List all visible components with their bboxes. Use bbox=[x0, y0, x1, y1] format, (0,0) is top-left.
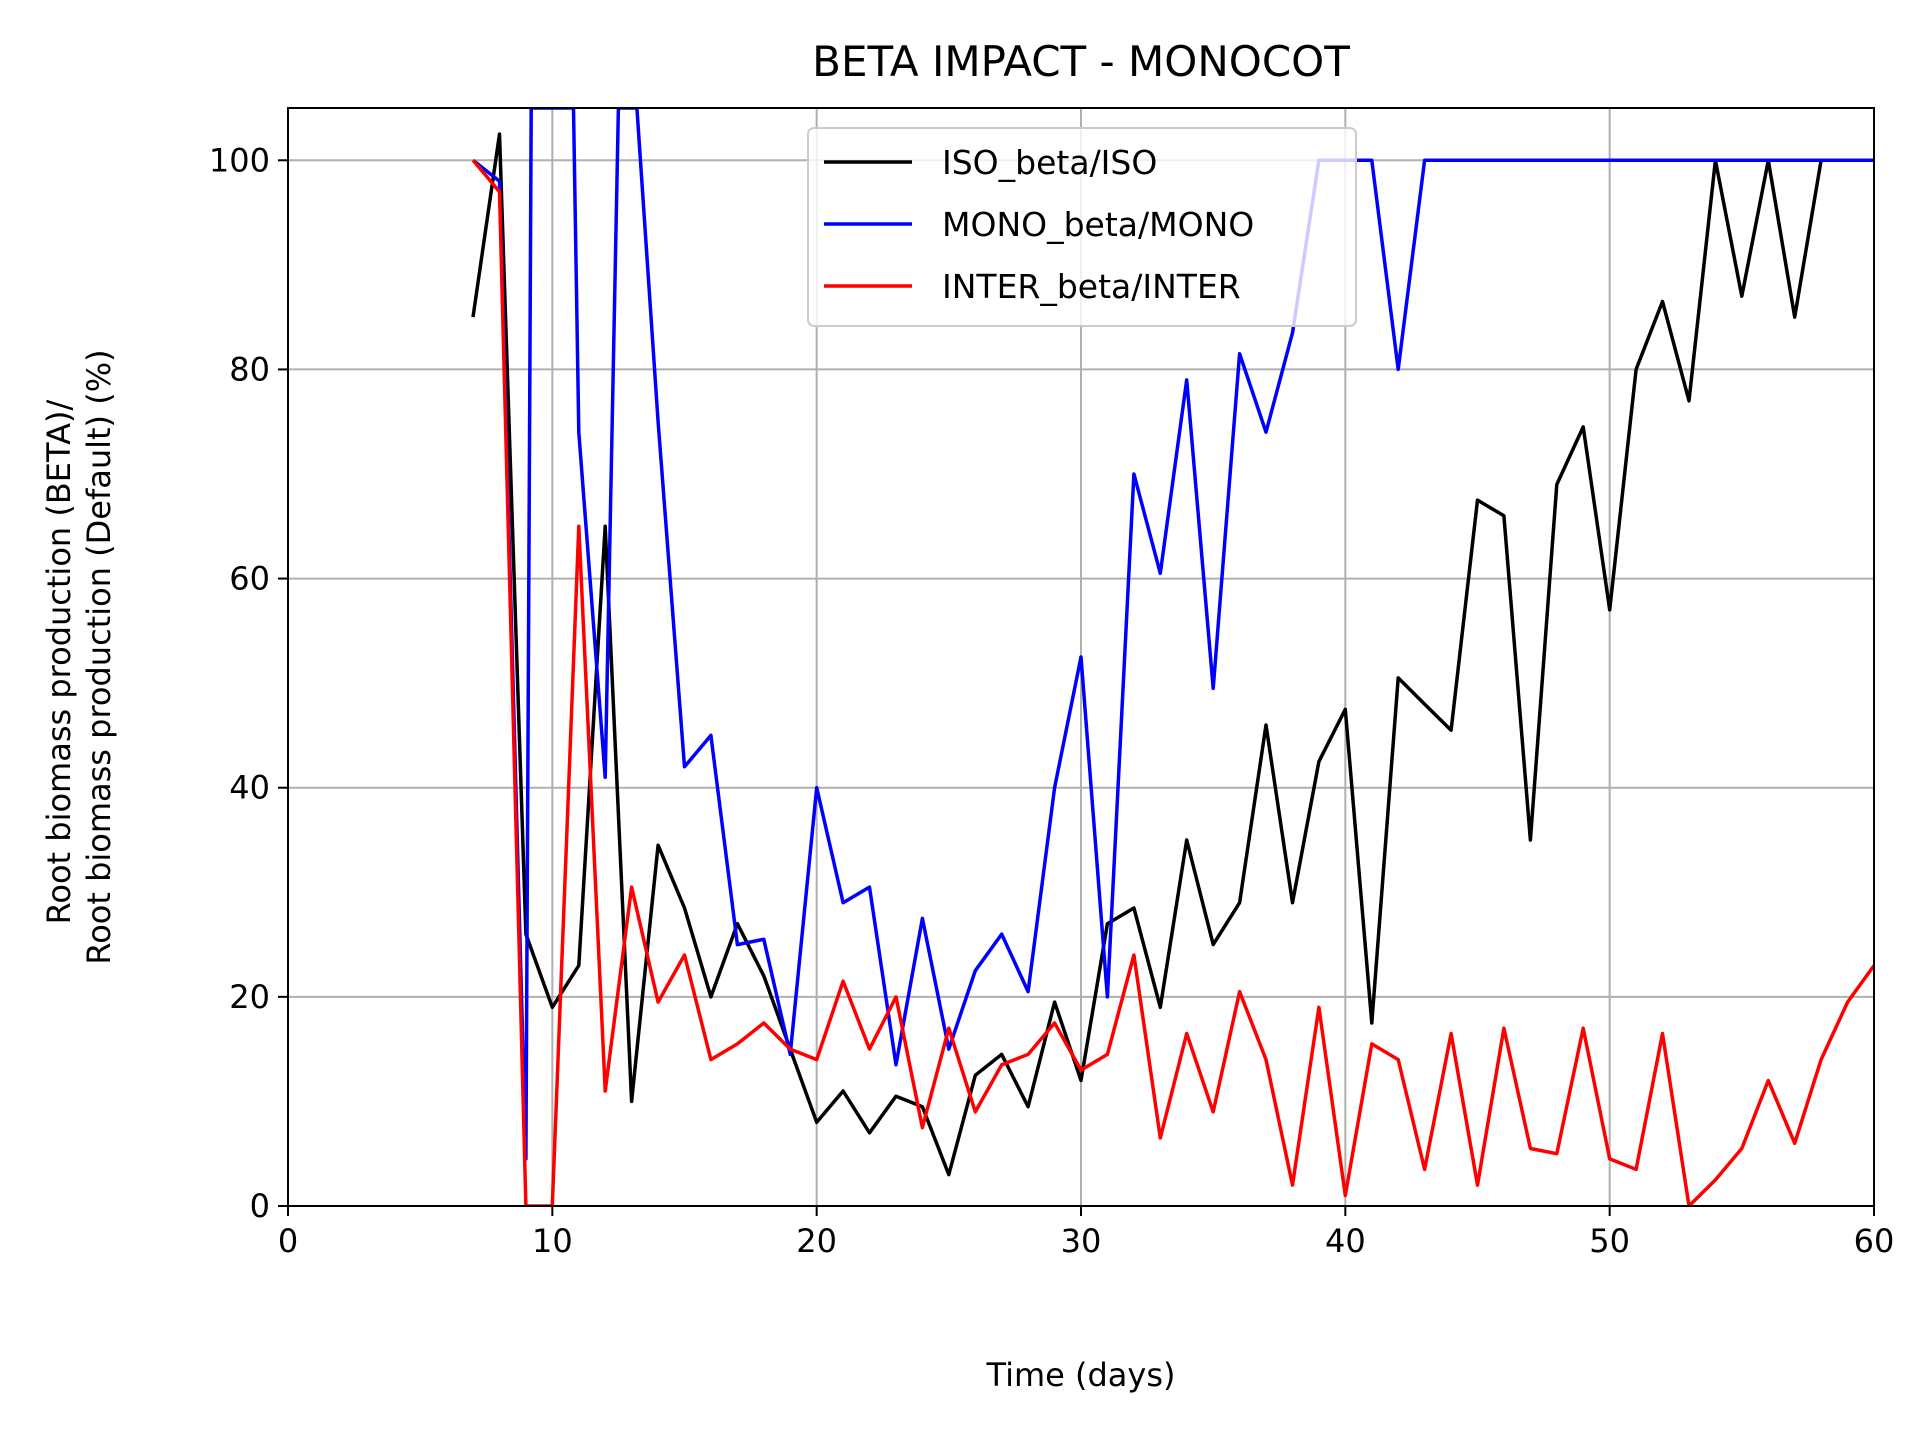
series-line-1 bbox=[471, 132, 1823, 1177]
series-line-2 bbox=[471, 108, 1874, 1161]
x-tick-label: 50 bbox=[1589, 1222, 1630, 1260]
series-line-3 bbox=[471, 159, 1874, 1206]
x-tick-label: 10 bbox=[532, 1222, 573, 1260]
plot-series bbox=[471, 108, 1874, 1206]
y-tick-label: 40 bbox=[229, 769, 270, 807]
y-tick-label: 100 bbox=[209, 141, 270, 179]
x-tick-label: 0 bbox=[278, 1222, 298, 1260]
x-tick-label: 30 bbox=[1061, 1222, 1102, 1260]
x-tick-label: 60 bbox=[1854, 1222, 1895, 1260]
y-axis-label: Root biomass production (BETA)/ Root bio… bbox=[40, 349, 118, 964]
legend-label: ISO_beta/ISO bbox=[942, 143, 1157, 182]
legend-label: MONO_beta/MONO bbox=[942, 205, 1254, 244]
legend: ISO_beta/ISO MONO_beta/MONO INTER_beta/INT… bbox=[807, 127, 1357, 327]
y-tick-label: 60 bbox=[229, 560, 270, 598]
y-tick-label: 0 bbox=[250, 1187, 270, 1225]
x-axis-label: Time (days) bbox=[986, 1356, 1176, 1394]
y-tick-label: 20 bbox=[229, 978, 270, 1016]
axis-ticks: 0 10 20 30 40 50 60 0 20 40 60 80 100 bbox=[209, 141, 1894, 1260]
legend-label: INTER_beta/INTER bbox=[942, 267, 1241, 306]
legend-box bbox=[807, 127, 1357, 327]
y-axis-label-line-2: Root biomass production (Default) (%) bbox=[80, 349, 118, 964]
x-tick-label: 40 bbox=[1325, 1222, 1366, 1260]
chart-title: BETA IMPACT - MONOCOT bbox=[812, 37, 1350, 86]
x-tick-label: 20 bbox=[796, 1222, 837, 1260]
y-axis-label-line-1: Root biomass production (BETA)/ bbox=[40, 400, 78, 925]
y-tick-label: 80 bbox=[229, 350, 270, 388]
